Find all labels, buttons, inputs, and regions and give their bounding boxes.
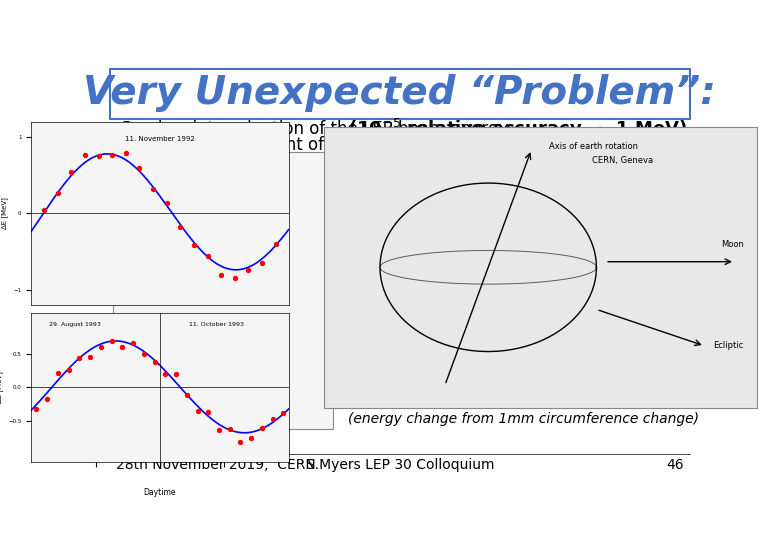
- Point: [256, 259, 268, 268]
- Point: [147, 185, 159, 193]
- Text: (10$^{-5}$ relative accuracy, ~ 1 MeV): (10$^{-5}$ relative accuracy, ~ 1 MeV): [349, 117, 687, 141]
- Point: [65, 168, 77, 177]
- FancyBboxPatch shape: [109, 69, 690, 119]
- Y-axis label: ΔE [MeV]: ΔE [MeV]: [0, 372, 2, 403]
- FancyBboxPatch shape: [112, 152, 333, 429]
- Point: [180, 390, 193, 399]
- Point: [137, 350, 150, 359]
- Point: [170, 369, 183, 378]
- Point: [106, 151, 119, 160]
- Text: Axis of earth rotation: Axis of earth rotation: [549, 142, 638, 151]
- Point: [243, 266, 255, 274]
- Point: [188, 240, 200, 249]
- Point: [191, 407, 204, 415]
- Point: [92, 152, 105, 160]
- Point: [245, 434, 257, 443]
- Point: [213, 426, 225, 434]
- Point: [202, 408, 215, 416]
- Text: Very Unexpected “Problem”:: Very Unexpected “Problem”:: [83, 74, 716, 112]
- Point: [256, 423, 268, 432]
- Point: [51, 189, 64, 198]
- Point: [83, 352, 96, 361]
- Point: [116, 343, 129, 352]
- Text: 11. October 1993: 11. October 1993: [189, 322, 244, 327]
- Text: S.Myers LEP 30 Colloquium: S.Myers LEP 30 Colloquium: [306, 458, 494, 472]
- Y-axis label: ΔE [MeV]: ΔE [MeV]: [1, 197, 8, 230]
- Text: Daytime: Daytime: [144, 488, 176, 497]
- Point: [174, 222, 186, 231]
- Point: [277, 409, 289, 417]
- Text: Ecliptic: Ecliptic: [714, 341, 743, 350]
- Text: Precise determination of the LEP beam energy: Precise determination of the LEP beam en…: [122, 120, 508, 138]
- Text: CERN, Geneva: CERN, Geneva: [592, 156, 653, 165]
- Point: [51, 369, 64, 378]
- Point: [229, 273, 241, 282]
- Point: [234, 437, 246, 446]
- Point: [159, 369, 172, 378]
- Point: [105, 336, 118, 345]
- Point: [215, 271, 228, 279]
- Point: [30, 404, 43, 413]
- Point: [127, 339, 140, 348]
- Point: [73, 354, 86, 362]
- Point: [133, 164, 146, 172]
- Point: [148, 357, 161, 366]
- Point: [270, 240, 282, 248]
- Point: [119, 148, 132, 157]
- Text: Moon: Moon: [721, 240, 743, 249]
- Point: [224, 424, 236, 433]
- Point: [37, 206, 50, 214]
- Point: [79, 151, 91, 160]
- Point: [62, 366, 75, 374]
- Text: Precise measurement of the Z mass and width: Precise measurement of the Z mass and wi…: [122, 136, 509, 154]
- Point: [201, 251, 214, 260]
- Text: 11. November 1992: 11. November 1992: [125, 136, 195, 142]
- Point: [161, 199, 173, 207]
- Text: 28th November 2019,  CERN: 28th November 2019, CERN: [115, 458, 315, 472]
- Point: [41, 395, 53, 404]
- Point: [94, 342, 107, 351]
- Text: (energy change from 1mm circumference change): (energy change from 1mm circumference ch…: [349, 412, 700, 426]
- Text: 29. August 1993: 29. August 1993: [49, 322, 101, 327]
- Text: Small changes of energy accurately measured: Small changes of energy accurately measu…: [349, 391, 705, 406]
- Point: [267, 415, 279, 423]
- Text: 46: 46: [666, 458, 684, 472]
